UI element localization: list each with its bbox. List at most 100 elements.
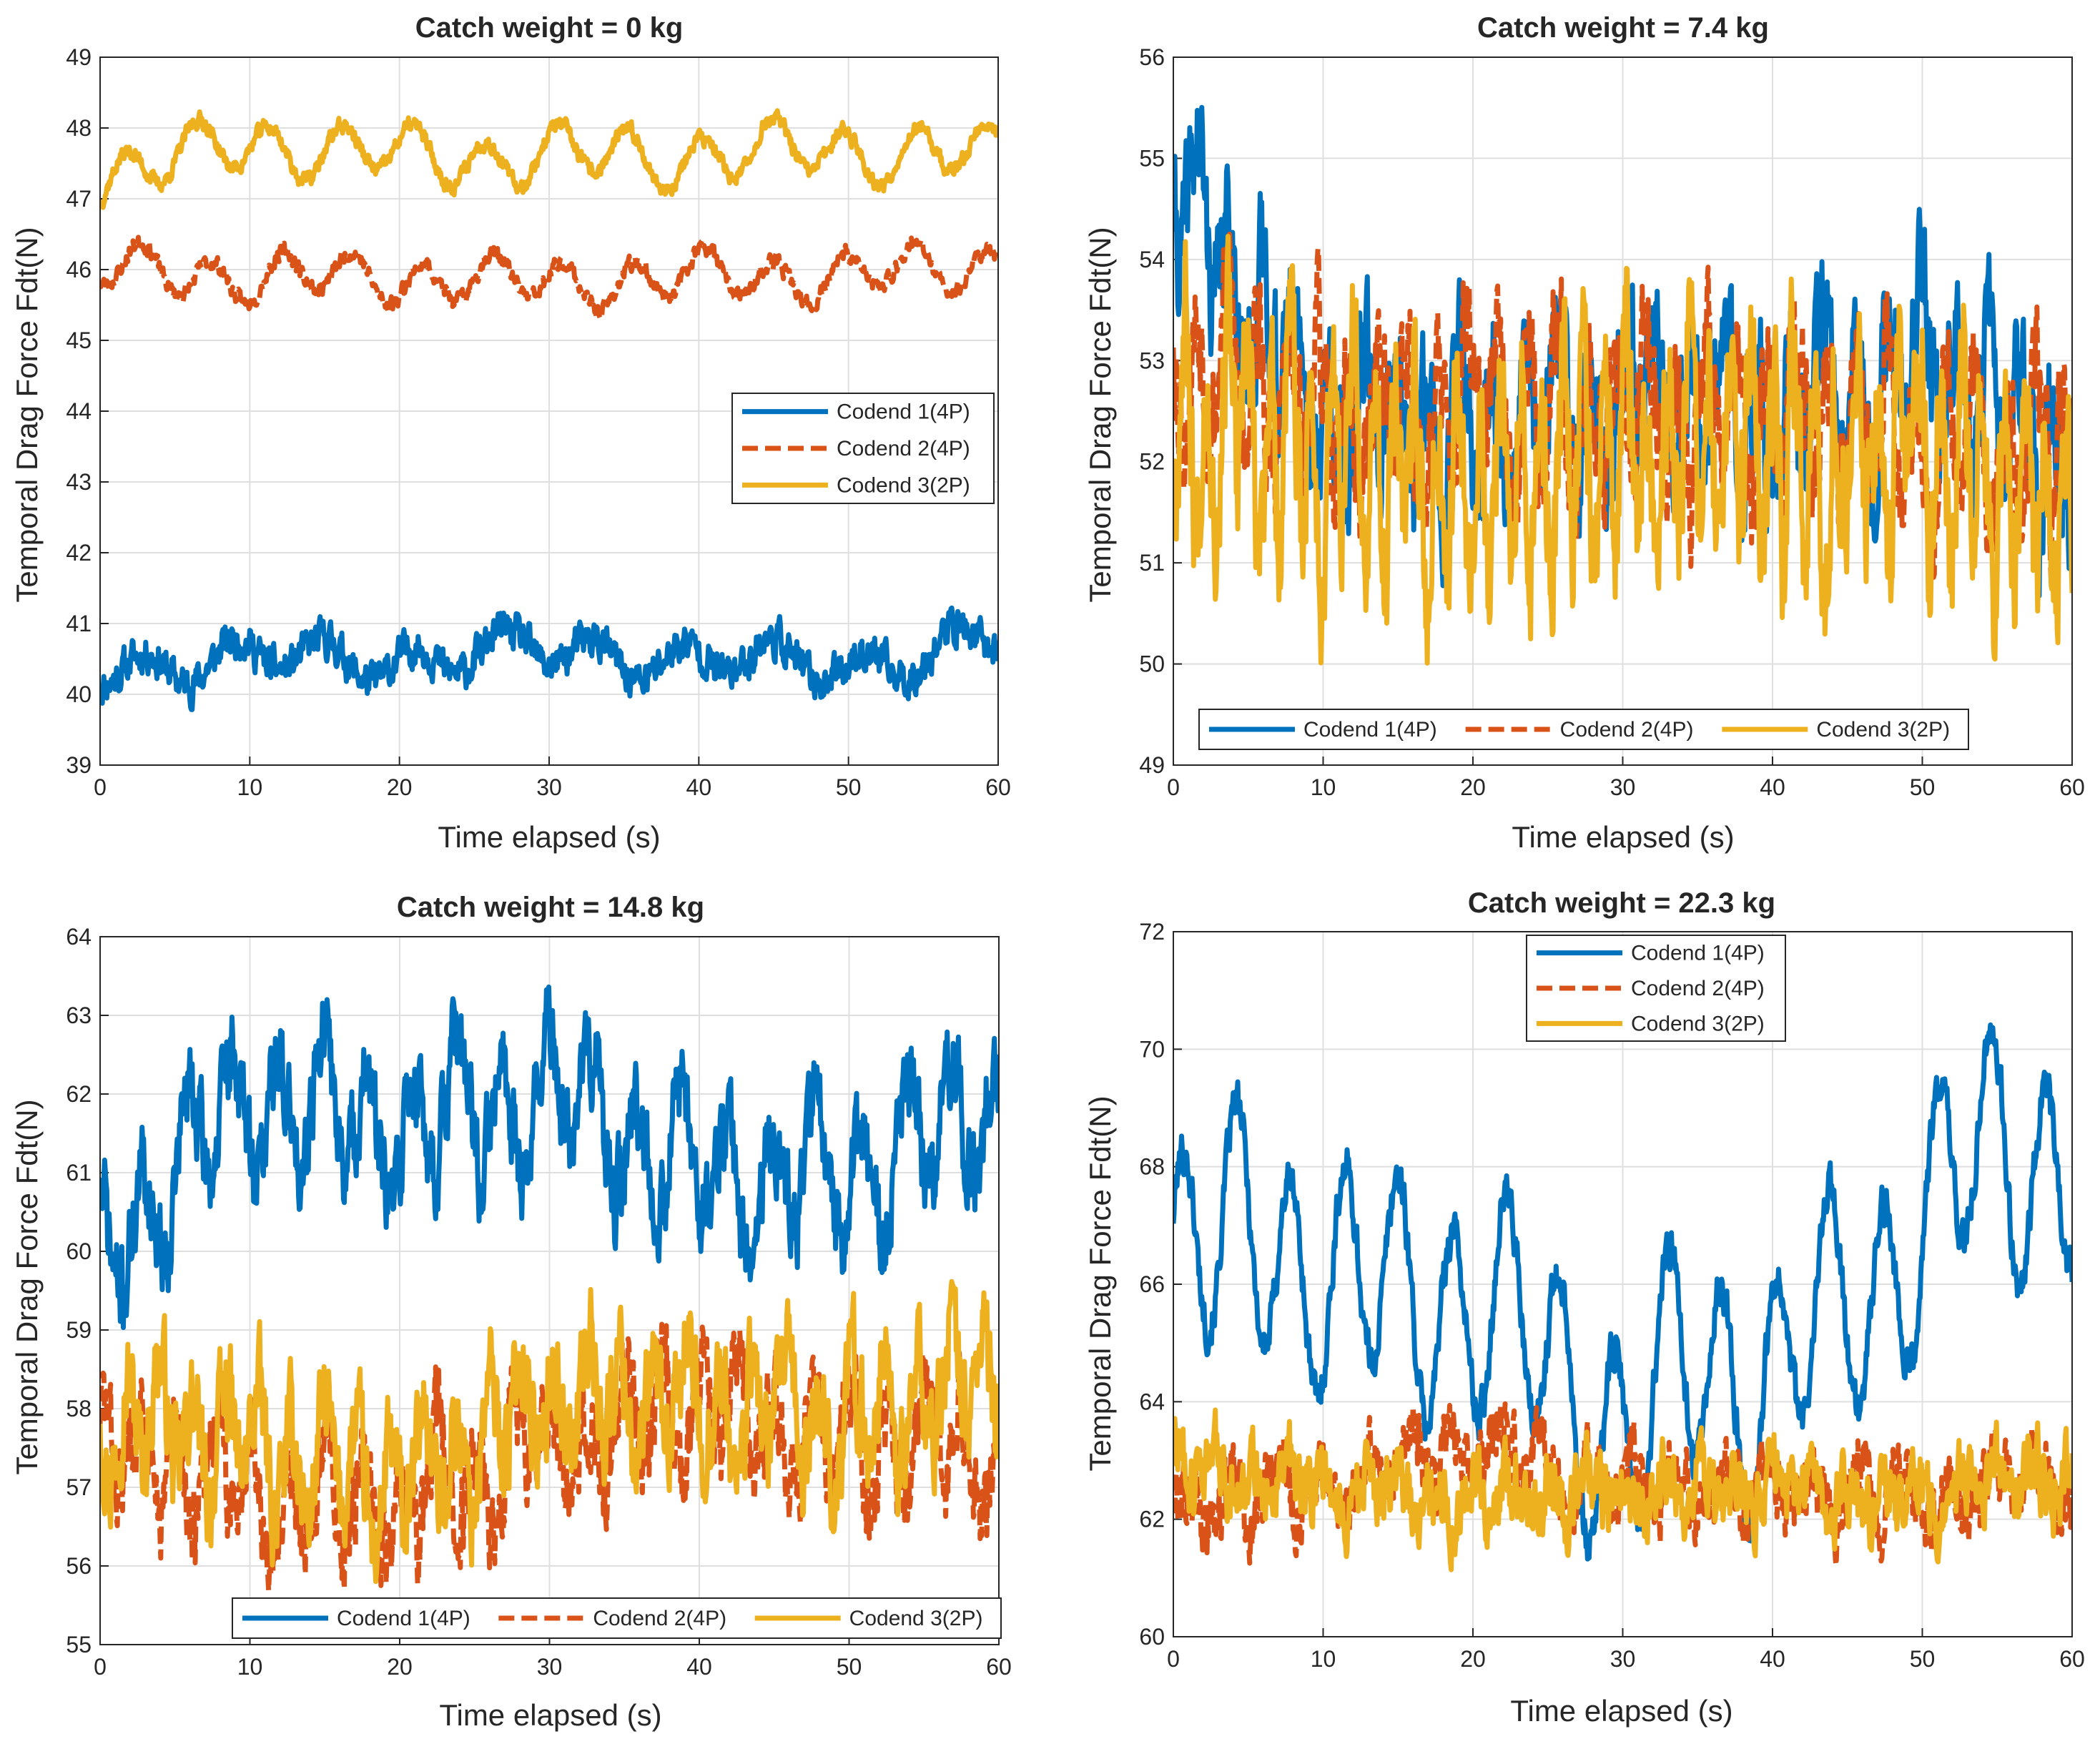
y-tick-label: 62: [66, 1081, 92, 1107]
x-tick-label: 50: [1910, 1646, 1936, 1672]
y-tick-label: 63: [66, 1002, 92, 1028]
panel-title: Catch weight = 14.8 kg: [397, 892, 704, 923]
x-tick-label: 10: [1311, 774, 1336, 800]
series-line-codend-1-4p: [100, 984, 999, 1331]
y-axis-label: Temporal Drag Force Fdt(N): [1083, 227, 1117, 602]
x-axis-label: Time elapsed (s): [1512, 820, 1734, 854]
legend-label-codend-2-4p: Codend 2(4P): [593, 1607, 726, 1630]
x-tick-label: 50: [837, 1654, 862, 1680]
y-tick-label: 60: [1139, 1624, 1165, 1650]
y-tick-label: 52: [1139, 449, 1165, 475]
legend-box: [232, 1597, 1002, 1639]
x-tick-label: 0: [1167, 774, 1180, 800]
chart-panel-catch-14-8kg: Catch weight = 14.8 kg Temporal Drag For…: [10, 892, 1012, 1732]
series-line-codend-1-4p: [1173, 1022, 2072, 1562]
x-tick-label: 10: [237, 774, 263, 800]
y-tick-label: 64: [1139, 1389, 1165, 1414]
x-tick-label: 30: [1610, 774, 1636, 800]
x-tick-label: 30: [1610, 1646, 1636, 1672]
legend-label-codend-3-2p: Codend 3(2P): [1631, 1012, 1765, 1035]
x-axis-label: Time elapsed (s): [438, 820, 660, 854]
legend: Codend 1(4P) Codend 2(4P) Codend 3(2P): [731, 393, 995, 504]
y-tick-label: 47: [66, 186, 92, 212]
y-tick-label: 49: [66, 44, 92, 70]
y-tick-label: 51: [1139, 550, 1165, 576]
series-line-codend-3-2p: [1173, 1407, 2072, 1572]
series-group: [1173, 1022, 2072, 1572]
panel-title: Catch weight = 7.4 kg: [1477, 12, 1769, 44]
x-axis-label: Time elapsed (s): [439, 1698, 661, 1732]
axes-frame: [1173, 56, 2073, 766]
legend-label-codend-2-4p: Codend 2(4P): [1631, 977, 1765, 1000]
axes-frame: [99, 936, 1000, 1645]
y-tick-label: 56: [66, 1553, 92, 1579]
x-tick-label: 50: [1910, 774, 1936, 800]
x-tick-label: 10: [237, 1654, 263, 1680]
y-tick-label: 70: [1139, 1036, 1165, 1062]
x-tick-label: 20: [387, 774, 413, 800]
legend-label-codend-2-4p: Codend 2(4P): [1560, 718, 1694, 742]
legend-label-codend-3-2p: Codend 3(2P): [1816, 718, 1950, 742]
legend-label-codend-1-4p: Codend 1(4P): [337, 1607, 470, 1630]
legend-label-codend-3-2p: Codend 3(2P): [837, 473, 970, 497]
y-tick-label: 72: [1139, 919, 1165, 945]
x-tick-label: 30: [536, 774, 562, 800]
legend: Codend 1(4P) Codend 2(4P) Codend 3(2P): [1526, 935, 1786, 1042]
y-tick-label: 44: [66, 398, 92, 424]
y-tick-label: 59: [66, 1317, 92, 1343]
y-tick-label: 40: [66, 681, 92, 707]
x-tick-label: 60: [2059, 1646, 2085, 1672]
y-tick-label: 56: [1139, 44, 1165, 70]
y-tick-label: 43: [66, 469, 92, 495]
x-tick-label: 20: [1460, 774, 1486, 800]
y-tick-label: 60: [66, 1238, 92, 1264]
series-group: [1173, 104, 2072, 666]
series-line-codend-1-4p: [100, 605, 998, 712]
x-tick-label: 40: [1760, 774, 1785, 800]
x-tick-label: 50: [836, 774, 862, 800]
y-tick-label: 58: [66, 1396, 92, 1422]
series-line-codend-3-2p: [100, 108, 998, 210]
y-tick-label: 48: [66, 115, 92, 141]
x-tick-label: 0: [1167, 1646, 1180, 1672]
y-tick-label: 41: [66, 611, 92, 636]
axes-frame: [99, 56, 999, 766]
axes-frame: [1173, 931, 2073, 1637]
series-group: [100, 108, 998, 712]
y-tick-label: 53: [1139, 348, 1165, 373]
y-tick-label: 68: [1139, 1154, 1165, 1180]
x-tick-label: 0: [94, 1654, 107, 1680]
x-tick-label: 30: [537, 1654, 563, 1680]
x-tick-label: 40: [686, 1654, 712, 1680]
y-tick-label: 57: [66, 1474, 92, 1500]
chart-panel-catch-7-4kg: Catch weight = 7.4 kg Temporal Drag Forc…: [1083, 12, 2085, 854]
legend: Codend 1(4P) Codend 2(4P) Codend 3(2P): [232, 1597, 1002, 1639]
legend-box: [1198, 709, 1969, 750]
chart-panel-catch-22-3kg: Catch weight = 22.3 kg Temporal Drag For…: [1083, 887, 2085, 1728]
series-line-codend-3-2p: [100, 1279, 999, 1585]
y-tick-label: 61: [66, 1160, 92, 1186]
y-tick-label: 55: [66, 1632, 92, 1657]
y-axis-label: Temporal Drag Force Fdt(N): [10, 227, 44, 602]
legend-label-codend-1-4p: Codend 1(4P): [837, 400, 970, 424]
legend-label-codend-1-4p: Codend 1(4P): [1631, 942, 1765, 965]
y-tick-label: 62: [1139, 1507, 1165, 1532]
x-tick-label: 0: [94, 774, 107, 800]
y-tick-label: 50: [1139, 651, 1165, 677]
legend-label-codend-1-4p: Codend 1(4P): [1303, 718, 1437, 742]
y-tick-label: 45: [66, 327, 92, 353]
legend-label-codend-3-2p: Codend 3(2P): [849, 1607, 983, 1630]
y-tick-label: 55: [1139, 145, 1165, 171]
series-line-codend-3-2p: [1173, 233, 2072, 666]
panel-title: Catch weight = 22.3 kg: [1468, 887, 1775, 919]
y-axis-label: Temporal Drag Force Fdt(N): [10, 1099, 44, 1474]
y-tick-label: 64: [66, 924, 92, 950]
x-tick-label: 20: [387, 1654, 413, 1680]
x-tick-label: 10: [1311, 1646, 1336, 1672]
x-tick-label: 20: [1460, 1646, 1486, 1672]
y-tick-label: 66: [1139, 1271, 1165, 1297]
y-tick-label: 46: [66, 257, 92, 282]
x-tick-label: 60: [986, 1654, 1012, 1680]
series-line-codend-2-4p: [100, 235, 998, 322]
